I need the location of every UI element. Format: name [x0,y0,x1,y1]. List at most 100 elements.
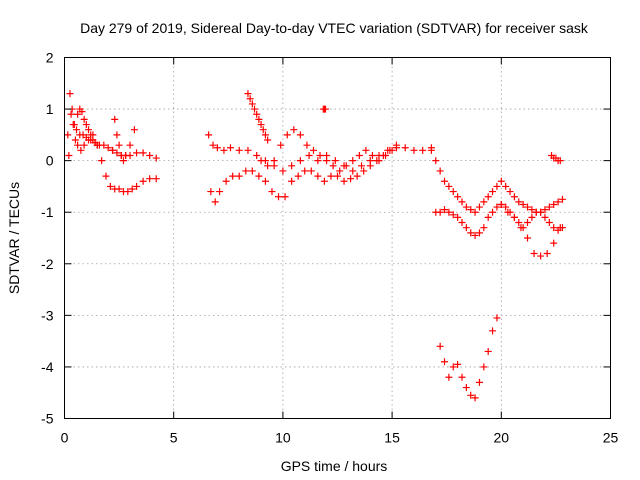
data-point [261,177,269,185]
data-point [124,188,132,196]
data-point [480,198,488,206]
data-point [281,193,289,201]
data-point [288,177,296,185]
x-tick-label: 5 [170,430,178,446]
data-point [80,115,88,123]
data-point [510,193,518,201]
data-point [113,149,121,157]
data-point [462,203,470,211]
series-track-i [427,146,566,216]
data-point [82,121,90,129]
data-point [277,141,285,149]
data-point [454,193,462,201]
data-point [294,172,302,180]
data-point [375,157,383,165]
data-point [349,157,357,165]
data-point [515,219,523,227]
data-point [229,172,237,180]
data-point [519,200,527,208]
data-point [530,249,538,257]
data-point [462,384,470,392]
data-point [115,141,123,149]
data-point [342,162,350,170]
data-point [246,95,254,103]
data-point [152,154,160,162]
data-point [432,157,440,165]
data-point [458,198,466,206]
data-point [211,198,219,206]
x-tick-label: 10 [275,430,291,446]
plot-frame [64,57,611,419]
data-point [349,167,357,175]
data-point [506,188,514,196]
data-point [331,157,339,165]
data-point [362,146,370,154]
data-point [87,131,95,139]
data-point [309,146,317,154]
data-point [556,224,564,232]
data-point [288,162,296,170]
data-point [382,151,390,159]
data-point [436,167,444,175]
data-point [279,167,287,175]
data-point [475,378,483,386]
data-point [515,198,523,206]
series-track-l [548,151,564,165]
data-point [550,224,558,232]
data-point [93,141,101,149]
data-point [517,224,525,232]
data-point [100,141,108,149]
y-tick-label: -4 [41,359,54,375]
data-point [209,141,217,149]
data-point [480,363,488,371]
data-point [436,342,444,350]
data-point [106,182,114,190]
data-point [554,198,562,206]
data-point [493,182,501,190]
data-point [268,188,276,196]
data-point [69,121,77,129]
data-point [264,162,272,170]
x-tick-label: 0 [61,430,69,446]
data-point [111,115,119,123]
data-point [213,144,221,152]
data-point [471,394,479,402]
series-track-e [207,141,400,206]
data-point [493,314,501,322]
data-point [388,146,396,154]
data-point [248,167,256,175]
data-point [235,146,243,154]
y-tick-label: -1 [41,204,54,220]
y-tick-label: -2 [41,256,54,272]
data-point [290,126,298,134]
data-point [436,208,444,216]
data-point [270,157,278,165]
data-point [74,141,82,149]
data-point [64,131,72,139]
data-point [541,213,549,221]
series-track-c [74,105,138,165]
data-point [207,188,215,196]
data-point [296,131,304,139]
data-point [497,177,505,185]
data-point [113,131,121,139]
data-point [109,146,117,154]
data-point [355,151,363,159]
series-track-h [319,105,329,113]
y-tick-label: -3 [41,307,54,323]
data-point [449,363,457,371]
data-point [471,208,479,216]
data-point [327,172,335,180]
data-point [441,358,449,366]
data-point [152,175,160,183]
data-point [321,105,329,113]
y-tick-label: 0 [46,153,54,169]
data-point [244,90,252,98]
data-point [146,151,154,159]
data-point [504,208,512,216]
data-point [410,146,418,154]
data-point [307,167,315,175]
data-point [122,151,130,159]
data-point [454,360,462,368]
